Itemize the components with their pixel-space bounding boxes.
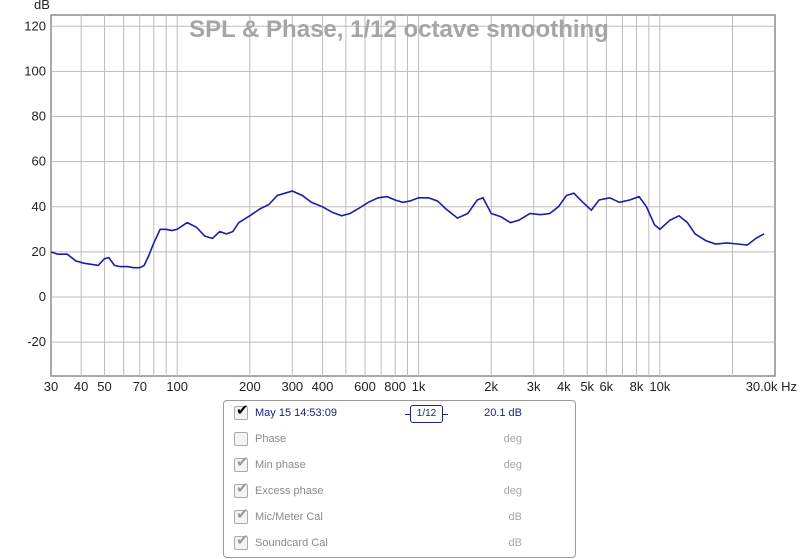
check-icon: ✔ (236, 480, 249, 497)
legend-row-excess-phase: ✔ Excess phase deg (234, 481, 575, 501)
x-tick-label: 5k (580, 379, 594, 394)
x-tick-label: 200 (239, 379, 261, 394)
mic-cal-checkbox[interactable]: ✔ (234, 506, 249, 524)
x-tick-label: 3k (527, 379, 541, 394)
soundcard-cal-checkbox[interactable]: ✔ (234, 532, 249, 550)
measurement-label: May 15 14:53:09 (255, 407, 337, 419)
legend-row-min-phase: ✔ Min phase deg (234, 455, 575, 475)
x-tick-label: 4k (557, 379, 571, 394)
min-phase-checkbox[interactable]: ✔ (234, 454, 249, 472)
mic-cal-unit: dB (508, 511, 522, 523)
x-tick-label: 1k (412, 379, 426, 394)
measurement-value: 20.1 dB (484, 407, 522, 419)
grid (51, 15, 775, 376)
check-icon: ✔ (236, 506, 249, 523)
phase-label: Phase (255, 433, 287, 445)
x-tick-label: 300 (281, 379, 303, 394)
min-phase-label: Min phase (255, 459, 306, 471)
x-tick-label: 50 (97, 379, 111, 394)
measurement-checkbox[interactable]: ✔ (234, 402, 249, 420)
legend-panel: ✔ May 15 14:53:09 1/12 20.1 dB Phase deg… (223, 400, 576, 558)
soundcard-cal-unit: dB (508, 537, 522, 549)
y-tick-label: 40 (32, 199, 46, 214)
x-tick-label: 6k (599, 379, 613, 394)
y-tick-label: 0 (39, 289, 46, 304)
x-tick-label: 2k (484, 379, 498, 394)
x-tick-label: 800 (384, 379, 406, 394)
y-tick-label: -20 (27, 334, 46, 349)
x-tick-label: 70 (133, 379, 147, 394)
x-tick-label: 40 (74, 379, 88, 394)
x-tick-label: 30 (44, 379, 58, 394)
y-tick-label: 120 (24, 18, 46, 33)
y-unit-label: dB (34, 0, 50, 12)
x-tick-label: 8k (630, 379, 644, 394)
excess-phase-label: Excess phase (255, 485, 324, 497)
legend-row-mic-cal: ✔ Mic/Meter Cal dB (234, 507, 575, 527)
series-line (50, 190, 765, 269)
y-tick-label: 20 (32, 244, 46, 259)
x-tick-label: 100 (166, 379, 188, 394)
x-tick-label: 400 (312, 379, 334, 394)
x-tick-label: 30.0k Hz (746, 379, 797, 394)
y-tick-label: 60 (32, 154, 46, 169)
min-phase-unit: deg (503, 459, 522, 471)
chart-title: SPL & Phase, 1/12 octave smoothing (189, 16, 609, 43)
y-tick-label: 80 (32, 109, 46, 124)
check-icon: ✔ (236, 454, 249, 471)
x-tick-label: 600 (354, 379, 376, 394)
x-tick-label: 10k (649, 379, 670, 394)
soundcard-cal-label: Soundcard Cal (255, 537, 328, 549)
legend-row-phase: Phase deg (234, 429, 575, 449)
phase-checkbox[interactable] (234, 432, 248, 446)
phase-unit: deg (503, 433, 522, 445)
x-axis: 30 40 50 70 100 200 300 400 600 800 1k 2k 3k 4k 5k 6k 8k… (44, 379, 797, 394)
legend-row-soundcard-cal: ✔ Soundcard Cal dB (234, 533, 575, 553)
mic-cal-label: Mic/Meter Cal (255, 511, 323, 523)
smoothing-selector[interactable]: 1/12 (405, 405, 448, 423)
check-icon: ✔ (236, 402, 249, 419)
excess-phase-checkbox[interactable]: ✔ (234, 480, 249, 498)
y-tick-label: 100 (24, 63, 46, 78)
y-axis: 120 100 80 60 40 20 0 -20 (24, 18, 46, 349)
check-icon: ✔ (236, 532, 249, 549)
plot-area (50, 14, 776, 377)
excess-phase-unit: deg (503, 485, 522, 497)
legend-row-measurement: ✔ May 15 14:53:09 1/12 20.1 dB (234, 403, 575, 423)
